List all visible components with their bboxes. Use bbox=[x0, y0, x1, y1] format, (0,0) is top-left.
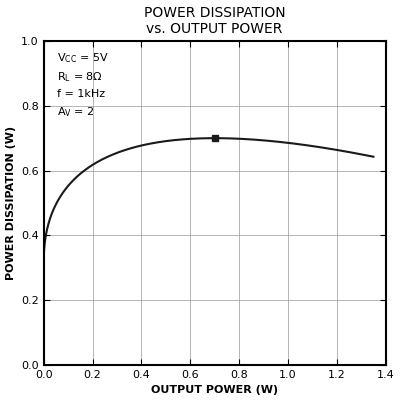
Text: V$_{\rm CC}$ = 5V
R$_{\rm L}$ = 8$\Omega$
f = 1kHz
A$_{\rm V}$ = 2: V$_{\rm CC}$ = 5V R$_{\rm L}$ = 8$\Omega… bbox=[57, 51, 109, 119]
Y-axis label: POWER DISSIPATION (W): POWER DISSIPATION (W) bbox=[6, 126, 16, 280]
X-axis label: OUTPUT POWER (W): OUTPUT POWER (W) bbox=[151, 385, 278, 395]
Title: POWER DISSIPATION
vs. OUTPUT POWER: POWER DISSIPATION vs. OUTPUT POWER bbox=[144, 6, 286, 36]
